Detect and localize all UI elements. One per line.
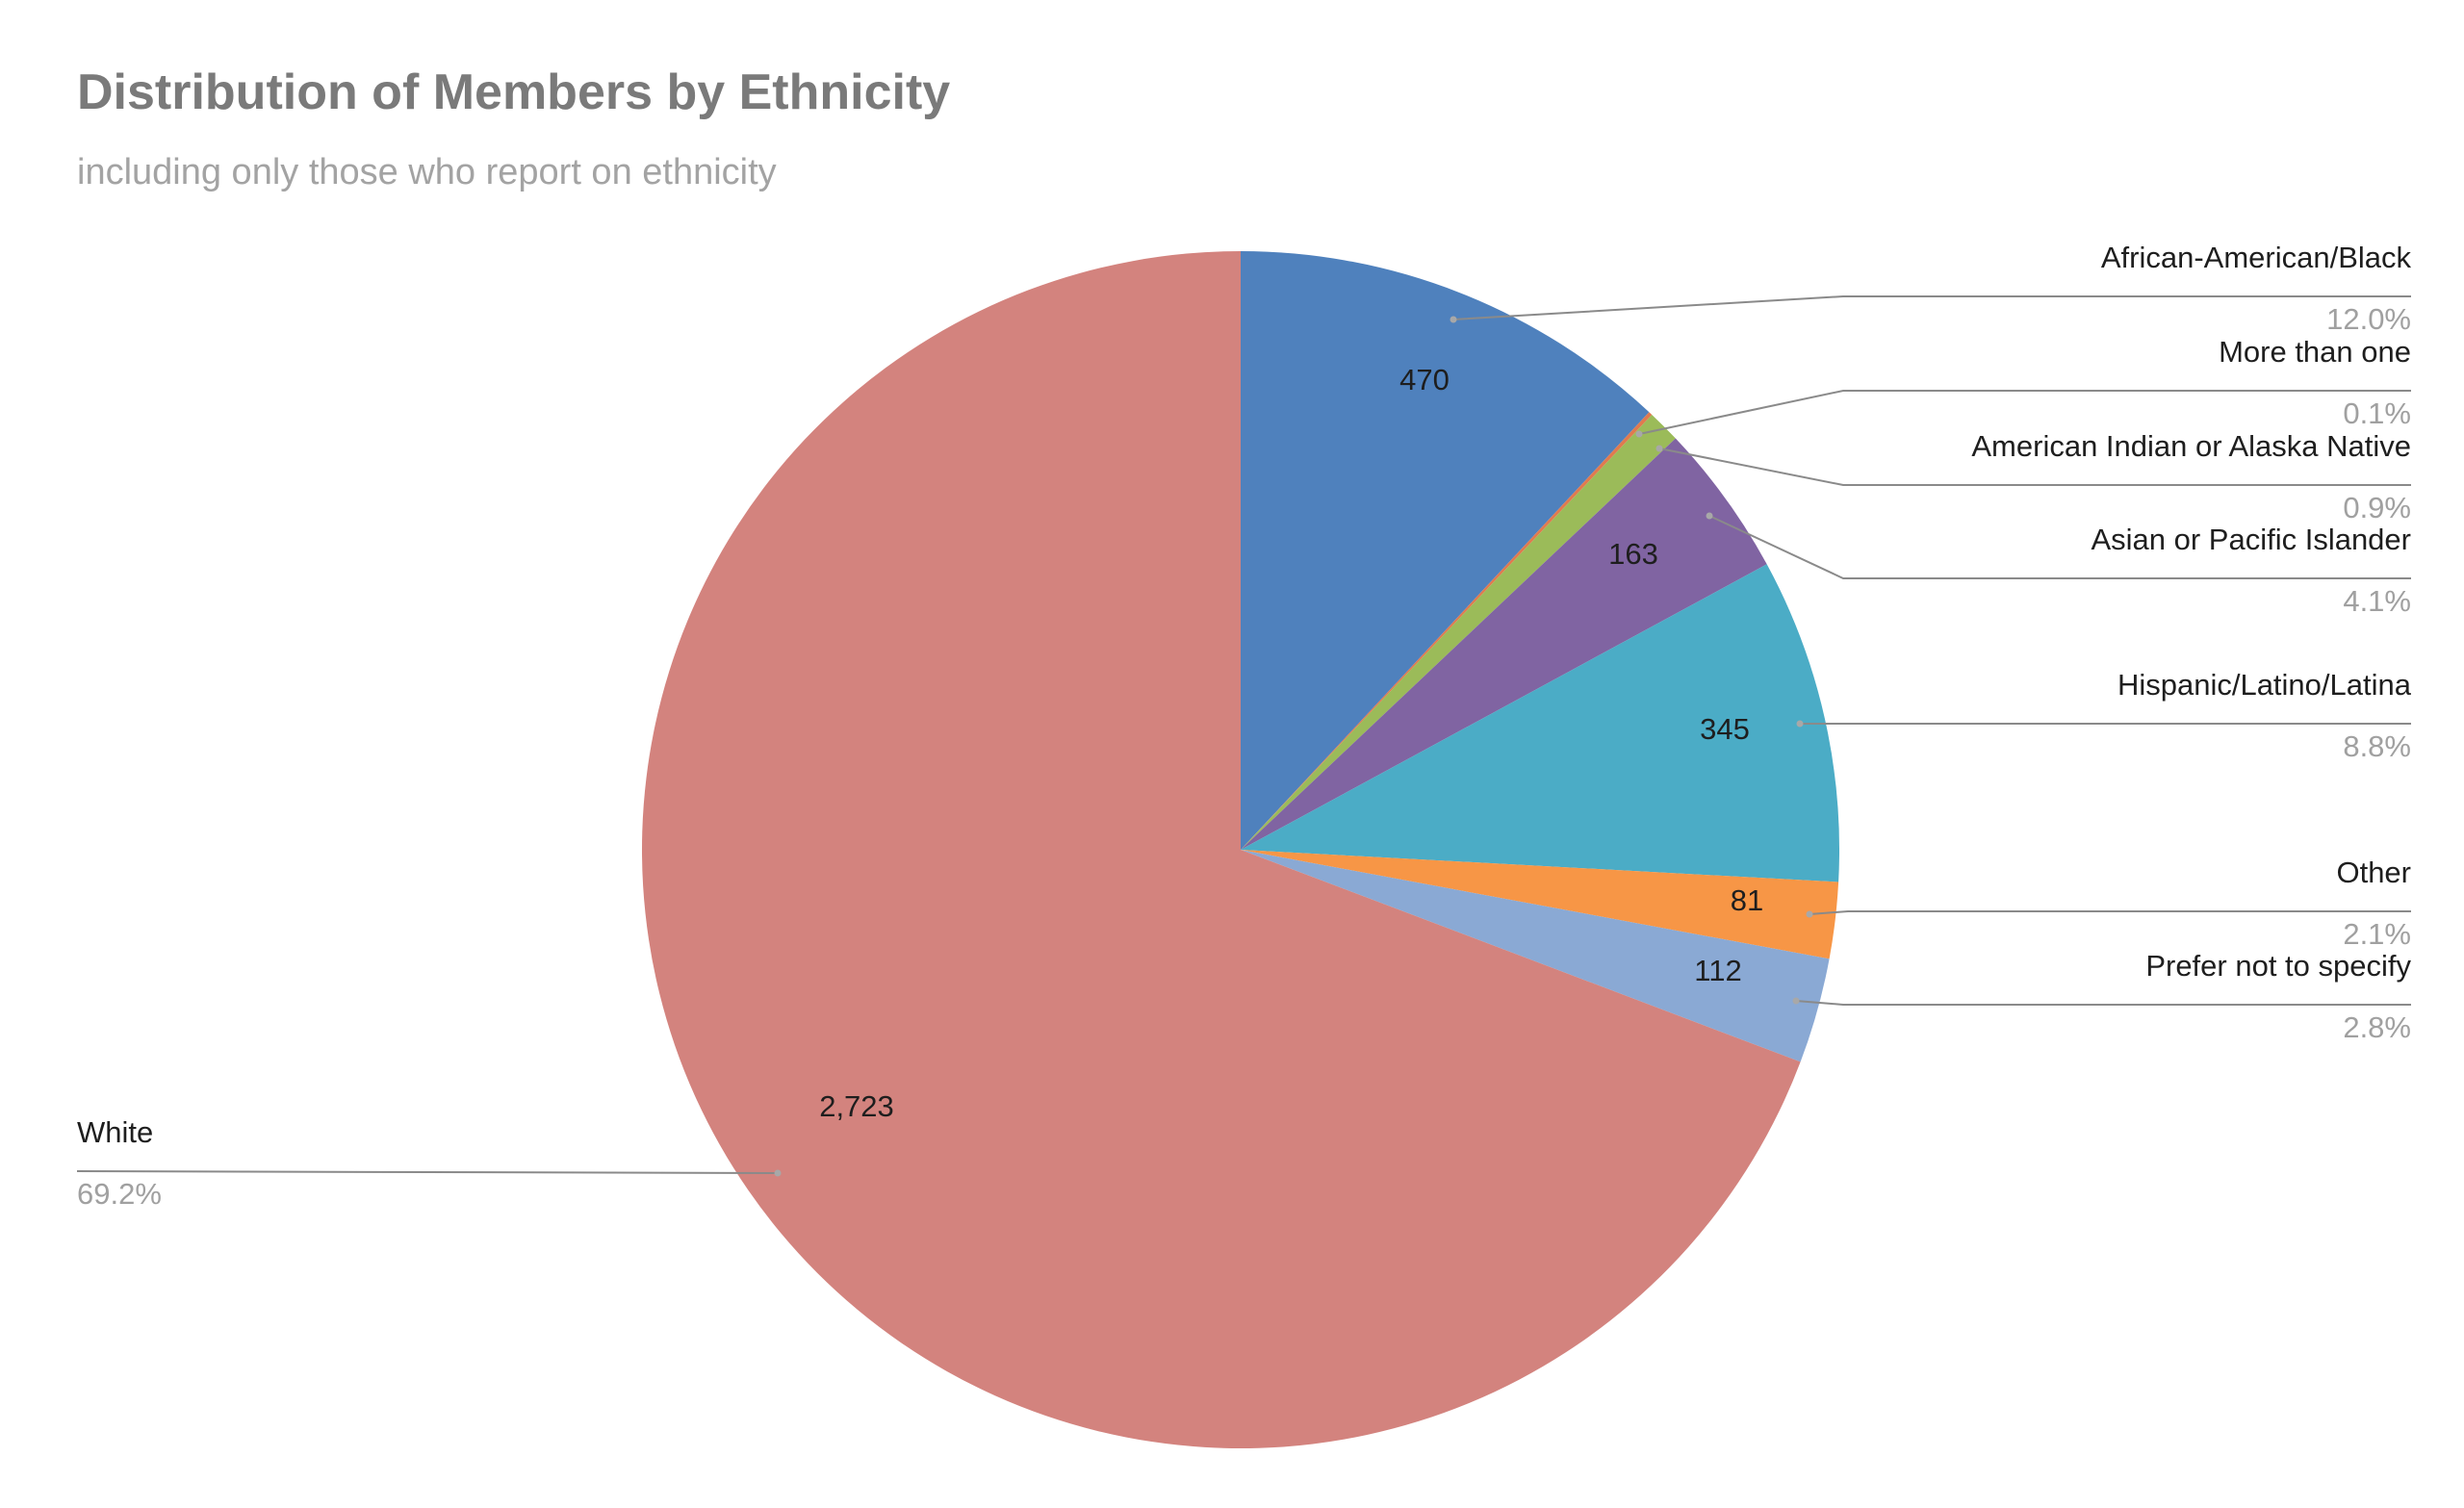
pie-slice-hispanic-latino-latina bbox=[1241, 564, 1840, 882]
slice-value-label-other: 81 bbox=[1731, 883, 1763, 917]
leader-line-asian-pacific-islander bbox=[1708, 515, 2411, 579]
slice-value-label-hispanic-latino-latina: 345 bbox=[1700, 712, 1750, 746]
slice-percent-label-african-american-black: 12.0% bbox=[2326, 302, 2411, 336]
leader-line-african-american-black bbox=[1452, 295, 2411, 320]
leader-dot-american-indian-alaska-native bbox=[1656, 445, 1663, 452]
slice-value-label-african-american-black: 470 bbox=[1399, 363, 1450, 396]
slice-name-label-other: Other bbox=[2336, 856, 2411, 889]
leader-line-white bbox=[76, 1170, 779, 1174]
slice-name-label-more-than-one: More than one bbox=[2219, 335, 2411, 369]
slice-percent-label-prefer-not-to-specify: 2.8% bbox=[2343, 1010, 2411, 1044]
slice-name-label-asian-pacific-islander: Asian or Pacific Islander bbox=[2091, 523, 2411, 556]
slice-percent-label-other: 2.1% bbox=[2343, 917, 2411, 951]
pie-slice-american-indian-alaska-native bbox=[1241, 414, 1676, 850]
slice-value-label-white: 2,723 bbox=[819, 1089, 894, 1123]
slice-percent-label-american-indian-alaska-native: 0.9% bbox=[2343, 491, 2411, 524]
leader-line-american-indian-alaska-native bbox=[1658, 447, 2411, 486]
leader-dot-african-american-black bbox=[1450, 316, 1457, 323]
chart-title: Distribution of Members by Ethnicity bbox=[77, 64, 951, 120]
pie-slice-other bbox=[1241, 850, 1839, 959]
slice-percent-label-white: 69.2% bbox=[77, 1177, 162, 1211]
leader-line-prefer-not-to-specify bbox=[1795, 1000, 2411, 1006]
slice-name-label-prefer-not-to-specify: Prefer not to specify bbox=[2145, 949, 2411, 983]
pie-slice-white bbox=[641, 251, 1801, 1448]
slice-percent-label-hispanic-latino-latina: 8.8% bbox=[2343, 729, 2411, 763]
leader-dot-hispanic-latino-latina bbox=[1796, 720, 1804, 728]
slice-value-label-asian-pacific-islander: 163 bbox=[1608, 537, 1658, 571]
slice-value-label-prefer-not-to-specify: 112 bbox=[1694, 954, 1741, 987]
slice-name-label-hispanic-latino-latina: Hispanic/Latino/Latina bbox=[2118, 668, 2412, 702]
leader-dot-white bbox=[774, 1169, 782, 1177]
leader-line-other bbox=[1809, 910, 2411, 915]
chart-subtitle: including only those who report on ethni… bbox=[77, 152, 777, 192]
leader-dot-prefer-not-to-specify bbox=[1792, 997, 1800, 1005]
leader-line-more-than-one bbox=[1638, 390, 2411, 435]
pie-slice-asian-pacific-islander bbox=[1241, 438, 1767, 850]
slice-name-label-african-american-black: African-American/Black bbox=[2101, 241, 2412, 274]
leader-dot-more-than-one bbox=[1635, 430, 1643, 438]
leader-lines bbox=[76, 295, 2411, 1177]
pie-slice-prefer-not-to-specify bbox=[1241, 850, 1830, 1062]
slice-labels: African-American/Black 12.0% 470 More than … bbox=[77, 241, 2412, 1211]
slice-percent-label-asian-pacific-islander: 4.1% bbox=[2343, 584, 2411, 618]
pie-slice-african-american-black bbox=[1241, 251, 1650, 850]
slice-percent-label-more-than-one: 0.1% bbox=[2343, 396, 2411, 430]
slice-name-label-white: White bbox=[77, 1115, 153, 1149]
pie-slice-more-than-one bbox=[1241, 412, 1653, 850]
leader-dot-asian-pacific-islander bbox=[1706, 512, 1713, 520]
leader-dot-other bbox=[1806, 910, 1813, 918]
pie-slices bbox=[641, 251, 1840, 1448]
slice-name-label-american-indian-alaska-native: American Indian or Alaska Native bbox=[1971, 429, 2411, 463]
